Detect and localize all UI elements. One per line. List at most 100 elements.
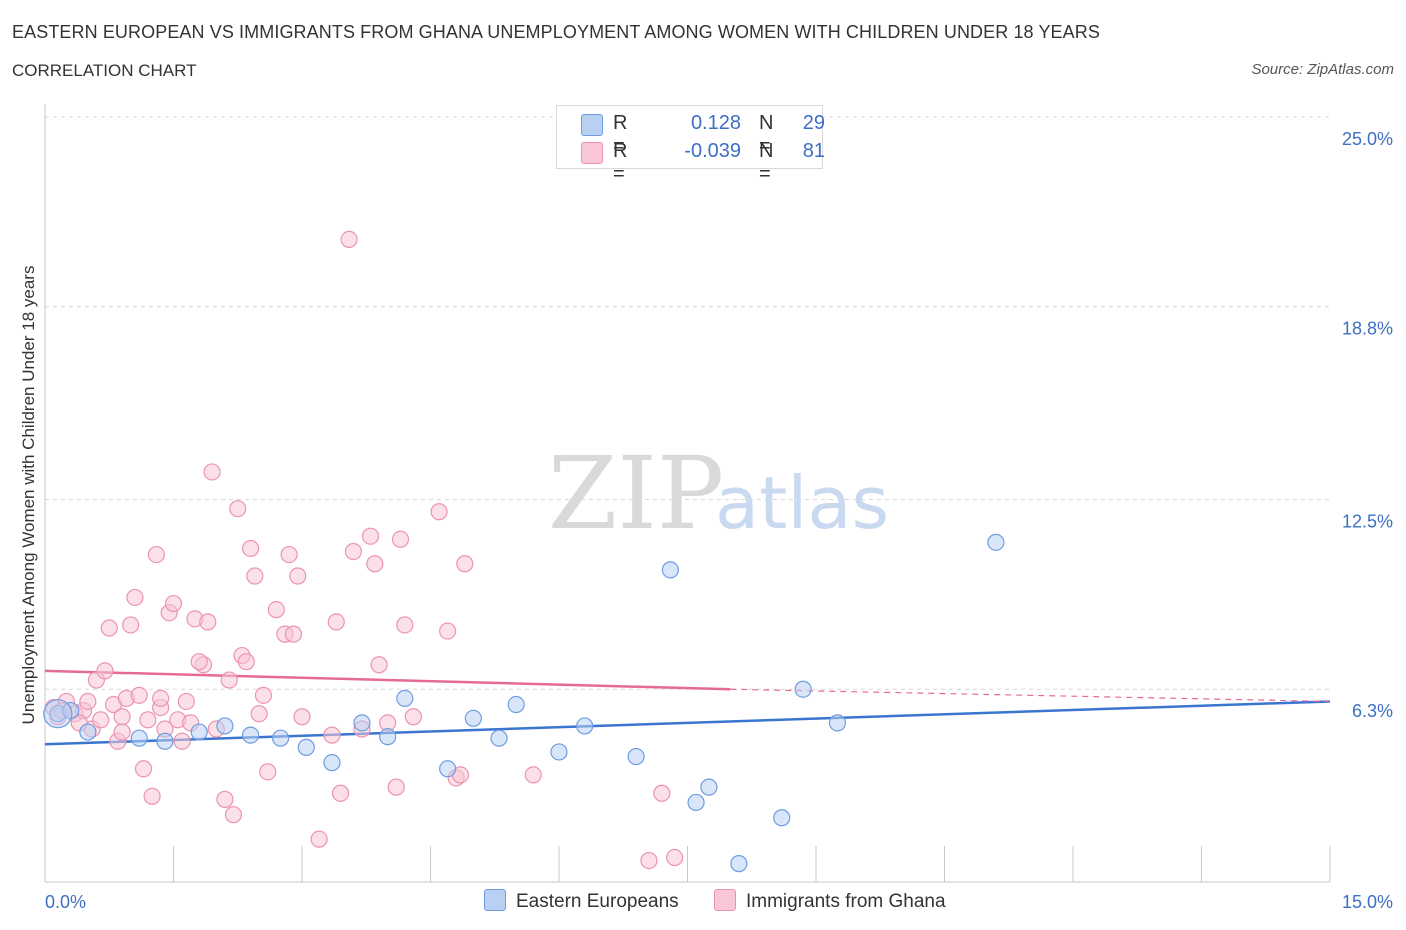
eastern-european-point xyxy=(700,778,718,796)
blue-swatch-icon xyxy=(484,889,506,911)
eastern-european-point xyxy=(687,793,705,812)
y-axis-label: Unemployment Among Women with Children U… xyxy=(19,266,38,725)
n-label: N = xyxy=(759,140,774,185)
watermark-atlas: atlas xyxy=(715,461,889,545)
ghana-immigrant-point xyxy=(391,530,410,548)
blue-swatch-icon xyxy=(581,114,603,136)
eastern-european-point xyxy=(439,760,457,778)
watermark-zip: ZIP xyxy=(548,435,724,552)
legend-item-ghana: Immigrants from Ghana xyxy=(714,889,946,913)
y-tick-label: 18.8% xyxy=(1342,319,1393,339)
ghana-immigrant-point xyxy=(79,692,97,711)
eastern-european-point xyxy=(79,723,97,741)
ghana-immigrant-point xyxy=(134,760,153,778)
legend-label-eastern: Eastern Europeans xyxy=(516,891,679,912)
ghana-immigrant-point xyxy=(289,567,307,585)
ghana-immigrant-point xyxy=(331,784,350,802)
eastern-european-point xyxy=(242,726,260,744)
ghana-immigrant-point xyxy=(284,625,303,643)
r-label: R = xyxy=(613,140,628,185)
ghana-immigrant-point xyxy=(224,806,243,824)
ghana-immigrant-point xyxy=(293,708,311,726)
eastern-european-point xyxy=(190,723,208,741)
legend-item-eastern-europeans: Eastern Europeans xyxy=(484,889,679,913)
ghana-immigrant-point xyxy=(396,616,414,634)
ghana-immigrant-point xyxy=(666,848,684,867)
r-label: R = xyxy=(613,112,628,157)
ghana-immigrant-point xyxy=(430,503,448,521)
eastern-european-point xyxy=(297,738,315,756)
ghana-immigrant-point xyxy=(387,778,405,796)
ghana-immigrant-point xyxy=(152,689,170,708)
eastern-european-point xyxy=(507,695,525,714)
ghana-immigrant-point xyxy=(130,686,148,704)
x-tick-label-min: 0.0% xyxy=(45,892,86,912)
y-tick-label: 6.3% xyxy=(1352,701,1393,721)
ghana-immigrant-point xyxy=(640,851,658,870)
ghana-immigrant-point xyxy=(250,705,268,723)
ghana-immigrant-point xyxy=(524,766,542,784)
ghana-immigrant-point xyxy=(100,619,118,637)
ghana-immigrant-point xyxy=(113,723,131,741)
x-tick-label-max: 15.0% xyxy=(1342,892,1393,912)
ghana-immigrant-point xyxy=(340,230,358,248)
ghana-immigrant-point xyxy=(370,656,388,674)
eastern-european-point xyxy=(730,855,748,873)
eastern-european-point xyxy=(216,717,234,735)
eastern-european-cluster-point xyxy=(43,699,73,729)
ghana-immigrant-point xyxy=(199,613,217,631)
ghana-immigrant-point xyxy=(361,527,380,545)
eastern-european-point xyxy=(576,717,594,735)
chart-subtitle: CORRELATION CHART xyxy=(12,61,197,80)
ghana-immigrant-point xyxy=(404,708,422,726)
ghana-immigrant-point xyxy=(164,594,183,613)
ghana-immigrant-point xyxy=(267,601,285,619)
ghana-immigrant-point xyxy=(242,539,260,558)
ghana-immigrant-point xyxy=(456,555,474,573)
trend-lines xyxy=(44,669,1331,746)
source-label: Source: ZipAtlas.com xyxy=(1251,61,1394,78)
axes xyxy=(44,104,1331,883)
ghana-immigrant-point xyxy=(216,790,234,808)
watermark: ZIP atlas xyxy=(548,435,889,552)
ghana-trend-line xyxy=(44,669,731,691)
eastern-european-point xyxy=(353,714,371,732)
ghana-immigrant-point xyxy=(220,671,238,689)
eastern-european-point xyxy=(490,729,508,747)
ghana-immigrant-point xyxy=(344,542,362,561)
n-value: 29 xyxy=(802,112,825,134)
ghana-immigrant-point xyxy=(96,662,114,680)
correlation-legend: R = 0.128 N = 29 R = -0.039 N = 81 xyxy=(556,105,825,185)
eastern-european-trend-line xyxy=(44,700,1331,746)
legend-label-ghana: Immigrants from Ghana xyxy=(746,891,946,912)
ghana-immigrant-point xyxy=(147,545,165,564)
eastern-european-point xyxy=(627,747,645,766)
eastern-european-point xyxy=(379,728,397,746)
n-label: N = xyxy=(759,112,774,157)
r-value: -0.039 xyxy=(684,140,741,162)
ghana-trend-line-extension xyxy=(730,688,1331,703)
ghana-immigrant-point xyxy=(327,613,345,631)
eastern-european-point xyxy=(271,729,290,747)
ghana-immigrant-point xyxy=(203,463,221,481)
ghana-immigrant-point xyxy=(229,500,247,518)
ghana-immigrant-point xyxy=(139,711,157,729)
ghana-immigrant-point xyxy=(122,616,140,634)
ghana-immigrant-point xyxy=(254,686,273,704)
eastern-european-point xyxy=(828,714,847,732)
eastern-european-point xyxy=(156,732,174,750)
eastern-european-point xyxy=(550,743,568,761)
pink-swatch-icon xyxy=(714,889,736,911)
ghana-immigrant-point xyxy=(259,763,277,781)
ghana-immigrant-point xyxy=(113,708,131,726)
gridlines xyxy=(45,116,1332,690)
eastern-european-point xyxy=(794,680,812,698)
r-value: 0.128 xyxy=(690,112,741,134)
eastern-european-point xyxy=(323,754,341,772)
ghana-immigrant-point xyxy=(92,711,110,729)
tick-labels: 6.3% 12.5% 18.8% 25.0% 0.0% 15.0% xyxy=(45,129,1393,912)
ghana-immigrant-point xyxy=(190,653,208,671)
ghana-immigrant-point xyxy=(366,555,384,573)
data-points xyxy=(43,230,1005,873)
